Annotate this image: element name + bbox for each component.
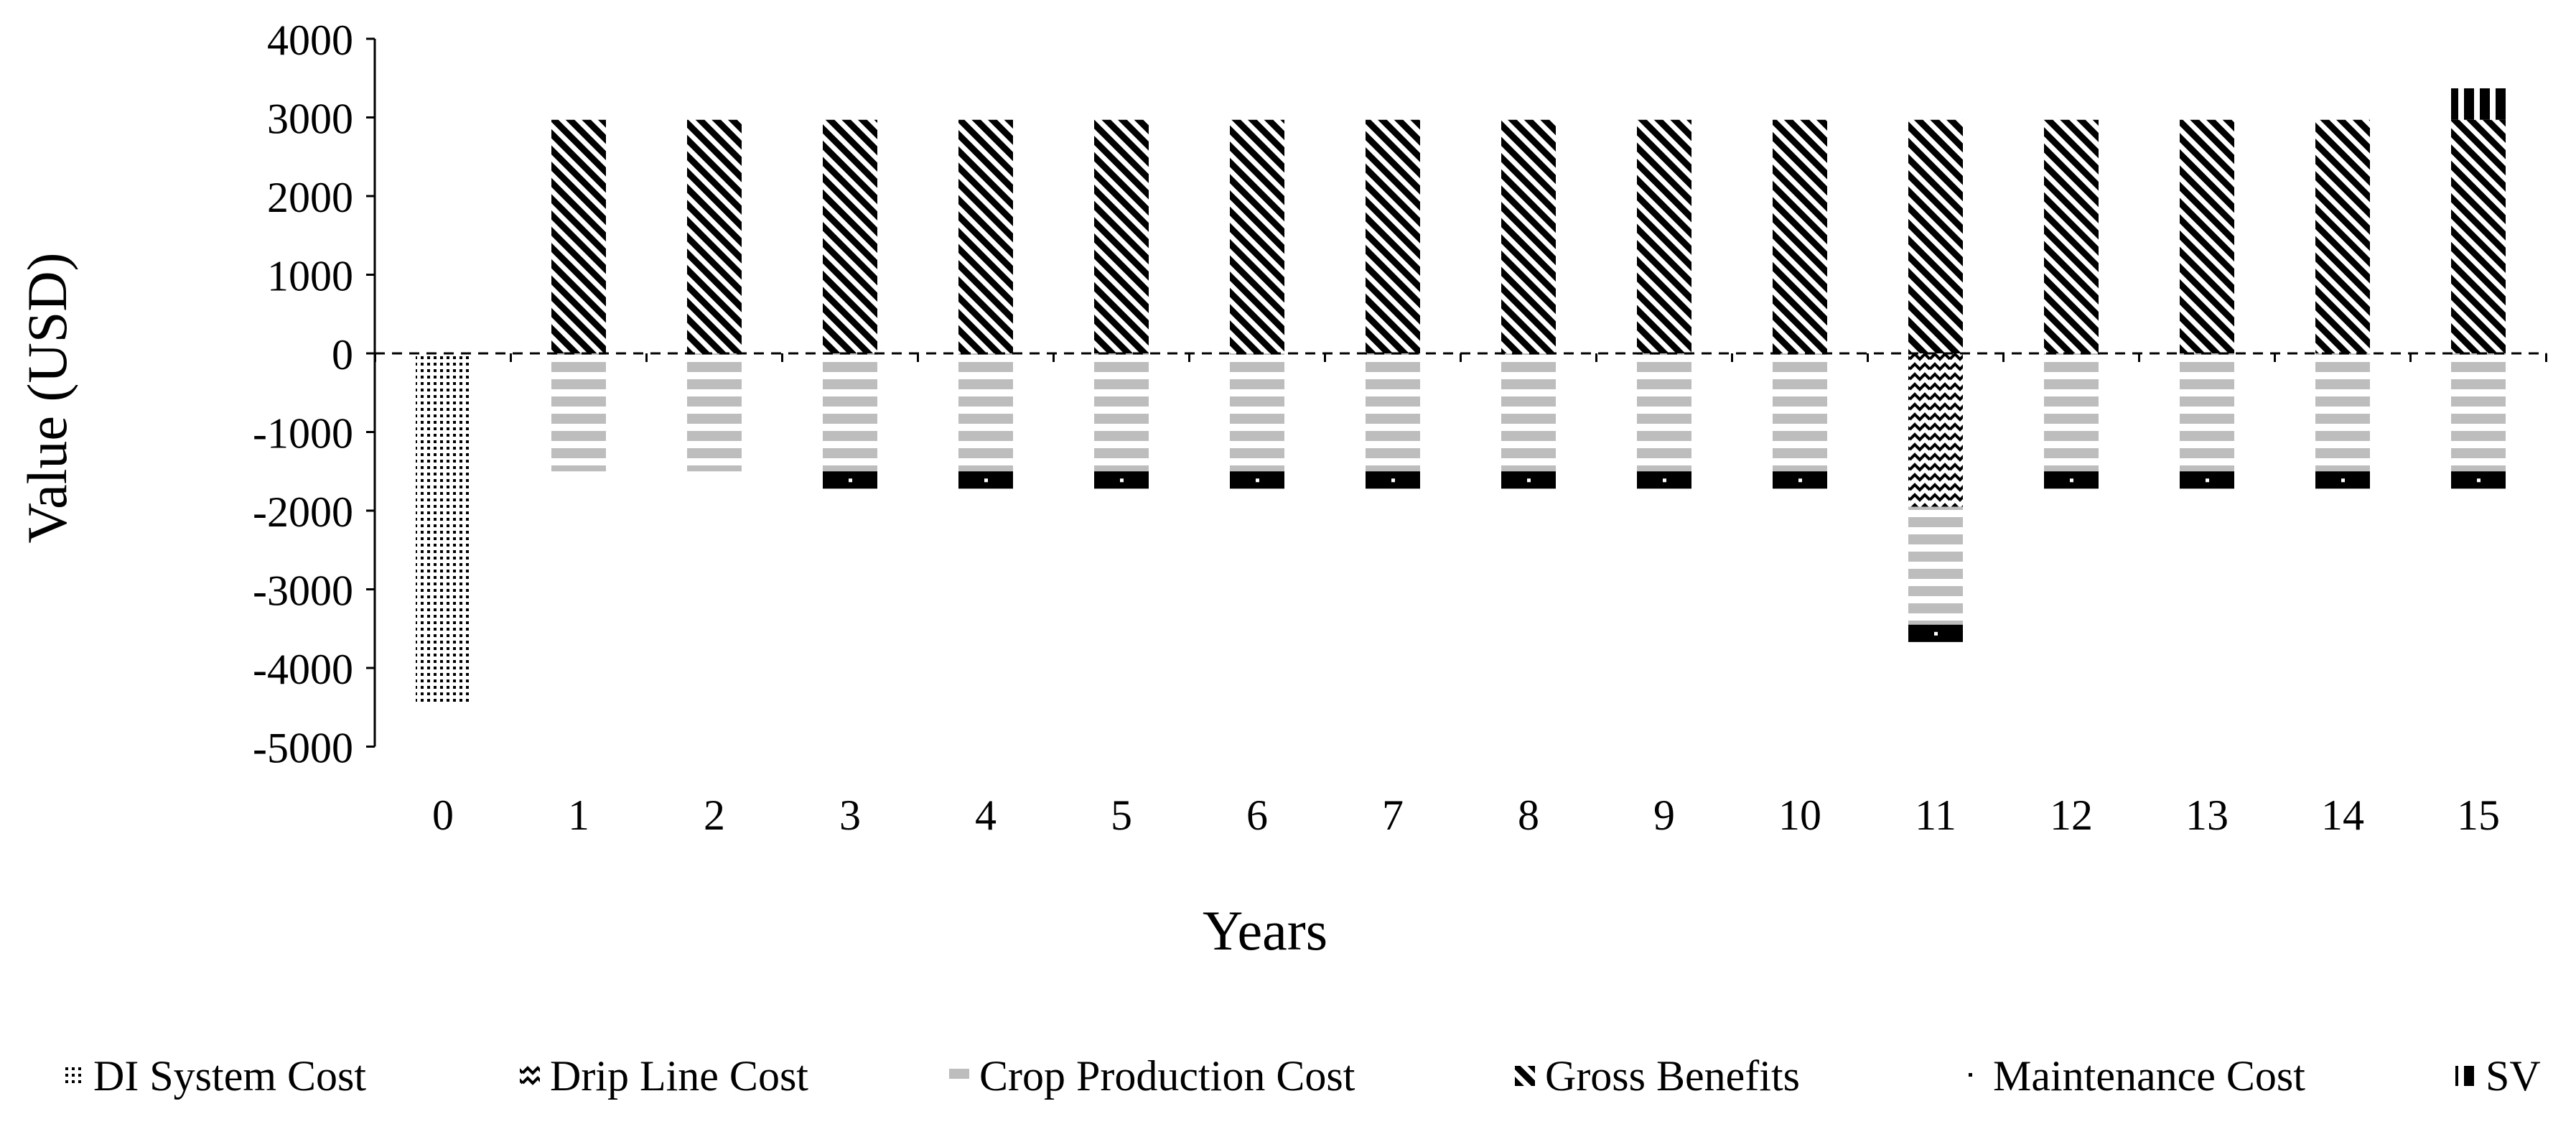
bar-marker-maintenance-cost-year-13 [2206,478,2209,483]
x-tick-label: 10 [1778,791,1821,839]
y-tick-label: -4000 [253,646,353,693]
bar-drip-line-cost-year-11 [1908,353,1963,507]
x-tick-label: 15 [2457,791,2500,839]
bar-crop-production-cost-year-2 [687,353,742,472]
bar-crop-production-cost-year-6 [1230,353,1284,472]
legend-label-drip-line-cost: Drip Line Cost [550,1052,808,1100]
x-tick-label: 7 [1382,791,1404,839]
bar-gross-benefits-year-13 [2180,119,2234,353]
legend-label-gross-benefits: Gross Benefits [1545,1052,1800,1100]
legend-swatch-gross-benefits [1515,1066,1535,1086]
bar-crop-production-cost-year-5 [1094,353,1149,472]
bar-marker-maintenance-cost-year-14 [2341,478,2345,483]
bar-crop-production-cost-year-7 [1366,353,1420,472]
bar-marker-maintenance-cost-year-3 [849,478,852,483]
bar-marker-maintenance-cost-year-8 [1527,478,1531,483]
bar-gross-benefits-year-11 [1908,119,1963,353]
x-tick-label: 0 [432,791,454,839]
bar-marker-maintenance-cost-year-12 [2070,478,2073,483]
legend-swatch-di-system-cost [63,1066,83,1086]
legend-swatch-crop-production-cost [949,1066,969,1086]
bar-gross-benefits-year-6 [1230,119,1284,353]
x-tick-label: 9 [1653,791,1675,839]
bar-crop-production-cost-year-9 [1637,353,1691,472]
bar-marker-maintenance-cost-year-7 [1391,478,1395,483]
y-axis: 4000 3000 2000 1000 0 -1000 -2000 -3000 -4000 -50… [253,17,376,772]
x-tick-label: 5 [1111,791,1132,839]
bar-gross-benefits-year-7 [1366,119,1420,353]
legend-swatch-sv [2455,1066,2475,1086]
y-tick-label: 0 [332,331,353,379]
bar-gross-benefits-year-9 [1637,119,1691,353]
bar-marker-maintenance-cost-year-11 [1934,631,1938,636]
y-tick-label: -3000 [253,567,353,615]
x-tick-label: 8 [1518,791,1539,839]
bar-gross-benefits-year-3 [823,119,877,353]
bar-marker-maintenance-cost-year-5 [1120,478,1124,483]
bar-gross-benefits-year-15 [2451,119,2506,353]
legend-label-crop-production-cost: Crop Production Cost [979,1052,1355,1100]
bar-sv-year-15 [2451,88,2506,120]
bar-marker-maintenance-cost-year-6 [1256,478,1259,483]
y-tick-label: 2000 [267,174,353,221]
bar-marker-maintenance-cost-year-15 [2477,478,2481,483]
y-tick-label: -5000 [253,725,353,772]
legend-swatch-drip-line-cost [520,1066,540,1086]
bar-gross-benefits-year-2 [687,119,742,353]
legend-label-maintenance-cost: Maintenance Cost [1993,1052,2305,1100]
y-tick-label: -1000 [253,410,353,458]
y-tick-label: 1000 [267,253,353,300]
bar-gross-benefits-year-10 [1773,119,1827,353]
x-tick-label: 12 [2050,791,2093,839]
bar-gross-benefits-year-4 [958,119,1013,353]
bar-crop-production-cost-year-11 [1908,506,1963,625]
bar-crop-production-cost-year-1 [551,353,606,472]
y-tick-label: -2000 [253,488,353,536]
x-tick-label: 3 [839,791,861,839]
x-tick-label: 2 [704,791,725,839]
bar-crop-production-cost-year-3 [823,353,877,472]
y-axis-title: Value (USD) [16,252,78,543]
x-tick-label: 1 [568,791,589,839]
bar-gross-benefits-year-1 [551,119,606,353]
legend-swatch-maintenance-cost [1969,1073,1972,1077]
x-tick-label: 6 [1246,791,1268,839]
bar-gross-benefits-year-12 [2044,119,2099,353]
bar-marker-maintenance-cost-year-10 [1798,478,1802,483]
bar-gross-benefits-year-8 [1501,119,1556,353]
bars [416,88,2506,704]
bar-crop-production-cost-year-14 [2315,353,2370,472]
y-tick-label: 3000 [267,96,353,143]
x-tick-label: 4 [975,791,997,839]
bar-marker-maintenance-cost-year-9 [1663,478,1666,483]
bar-crop-production-cost-year-10 [1773,353,1827,472]
x-tick-label: 11 [1915,791,1956,839]
x-axis: 0 1 2 3 4 5 6 7 8 9 10 11 12 13 14 15 [374,352,2547,839]
bar-crop-production-cost-year-15 [2451,353,2506,472]
bar-crop-production-cost-year-13 [2180,353,2234,472]
bar-crop-production-cost-year-12 [2044,353,2099,472]
x-tick-label: 14 [2321,791,2364,839]
legend-label-sv: SV [2486,1052,2541,1100]
legend: DI System Cost Drip Line Cost Crop Product… [63,1052,2541,1100]
bar-crop-production-cost-year-4 [958,353,1013,472]
x-tick-label: 13 [2185,791,2229,839]
y-tick-label: 4000 [267,17,353,64]
x-axis-title: Years [1203,899,1327,962]
bar-gross-benefits-year-5 [1094,119,1149,353]
bar-marker-maintenance-cost-year-4 [984,478,988,483]
bar-gross-benefits-year-14 [2315,119,2370,353]
legend-label-di-system-cost: DI System Cost [93,1052,366,1100]
bar-di-system-cost-year-0 [416,353,470,704]
bar-crop-production-cost-year-8 [1501,353,1556,472]
